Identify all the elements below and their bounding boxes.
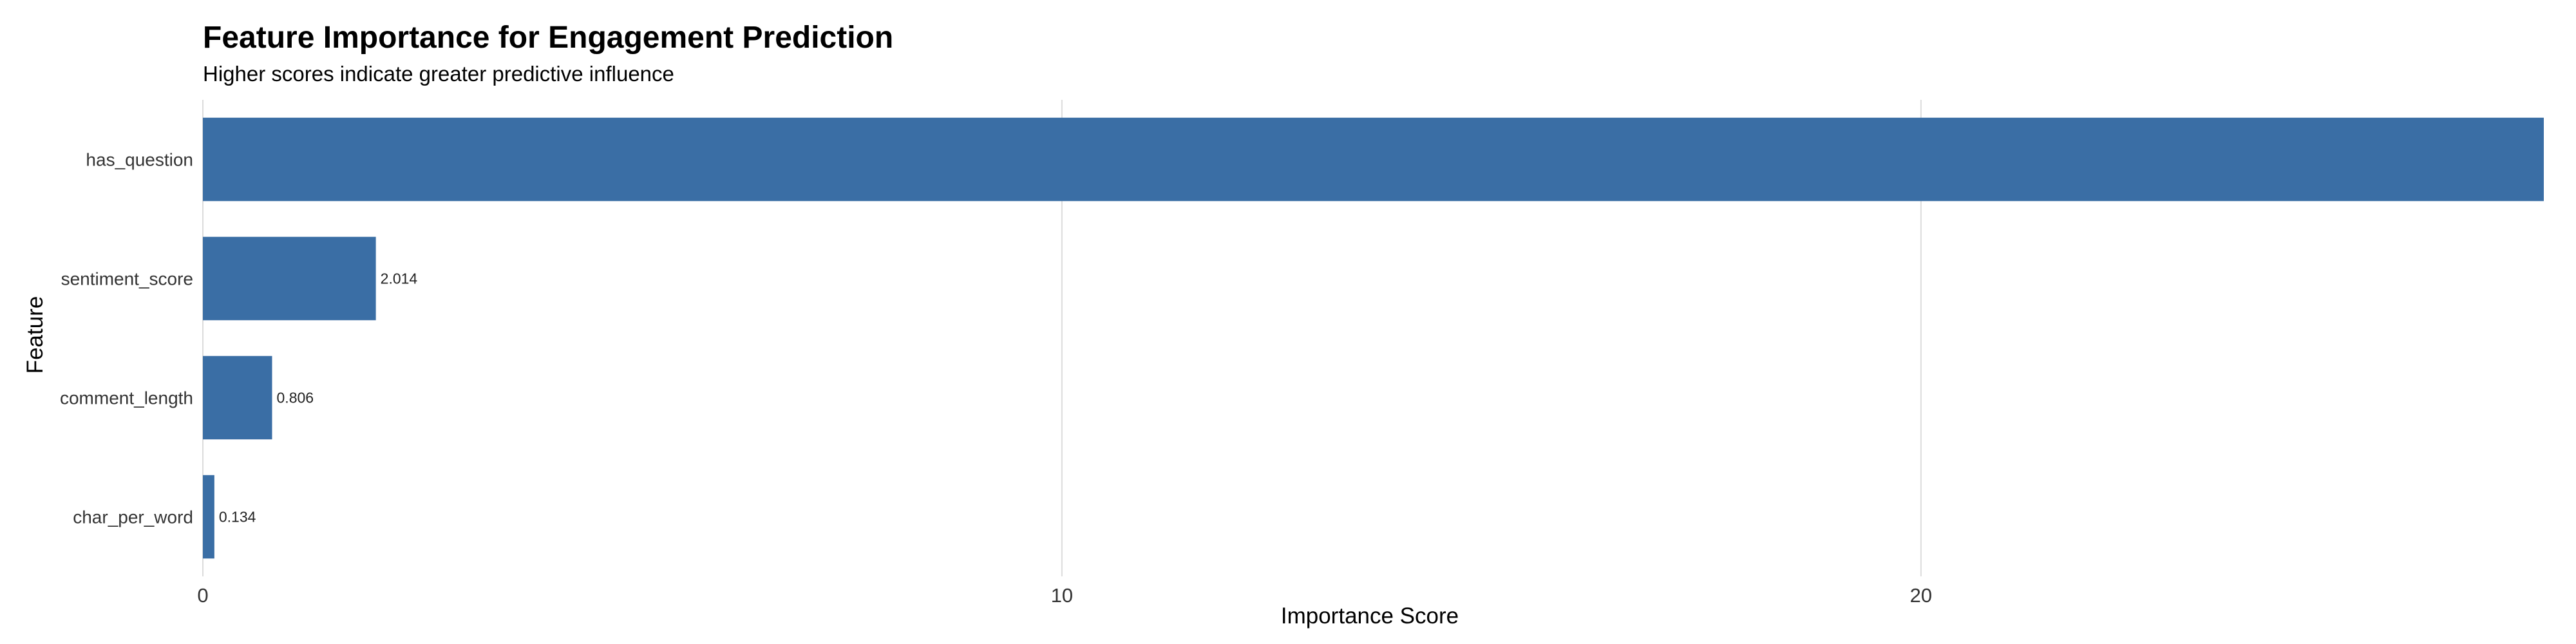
category-label-sentiment_score: sentiment_score — [61, 269, 193, 289]
category-label-has_question: has_question — [86, 150, 193, 170]
category-label-comment_length: comment_length — [60, 388, 193, 408]
x-axis-ticks: 0 10 20 — [197, 584, 1932, 607]
x-axis-title: Importance Score — [1281, 603, 1459, 629]
chart-subtitle: Higher scores indicate greater predictiv… — [203, 62, 674, 86]
x-tick-label-0: 0 — [197, 584, 208, 607]
bars: 2.014 0.806 0.134 — [203, 117, 2544, 559]
category-labels: has_question sentiment_score comment_lengt… — [60, 150, 193, 527]
bar-comment_length — [203, 355, 272, 440]
bar-has_question — [203, 117, 2544, 202]
category-label-char_per_word: char_per_word — [73, 507, 193, 527]
chart-title: Feature Importance for Engagement Predic… — [203, 21, 893, 55]
x-tick-label-20: 20 — [1910, 584, 1932, 607]
bar-char_per_word — [203, 475, 214, 559]
data-label-char_per_word: 0.134 — [219, 509, 256, 526]
y-axis-title: Feature — [23, 296, 48, 374]
bar-sentiment_score — [203, 236, 376, 321]
data-label-comment_length: 0.806 — [277, 390, 314, 406]
x-tick-label-10: 10 — [1051, 584, 1073, 607]
data-label-sentiment_score: 2.014 — [381, 270, 418, 287]
